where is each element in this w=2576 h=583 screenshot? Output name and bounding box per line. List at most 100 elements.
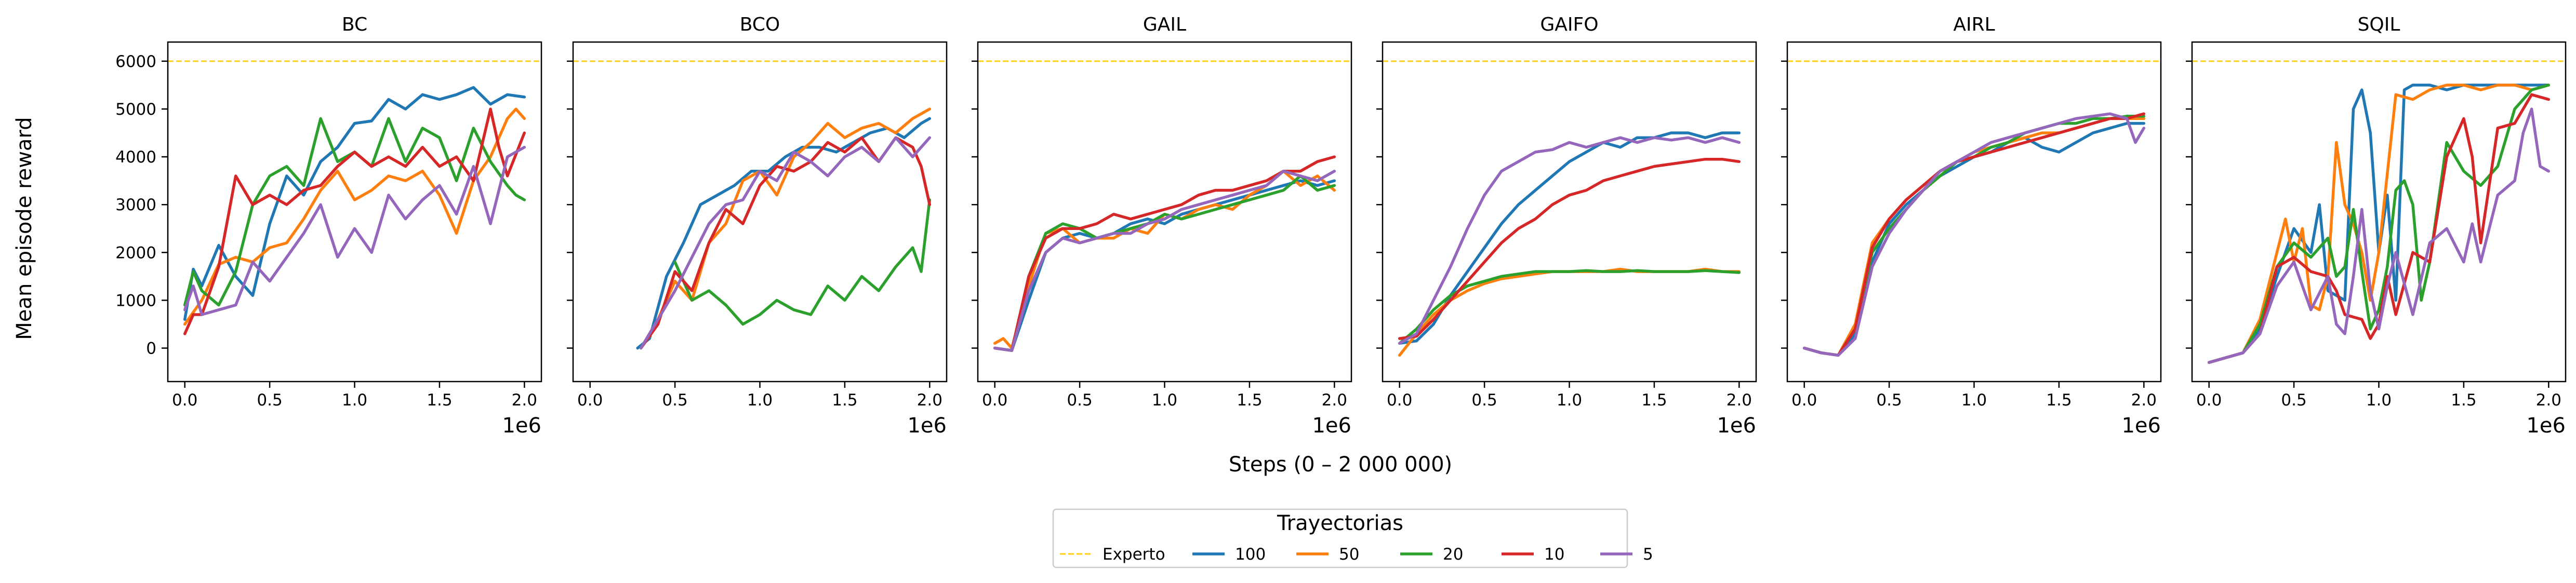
- series-group: [1802, 112, 2146, 357]
- series-group: [2207, 84, 2551, 364]
- x-tick-label: 0.0: [577, 391, 603, 410]
- panel-title: GAIFO: [1540, 14, 1598, 35]
- x-tick-label: 0.5: [2281, 391, 2306, 410]
- legend-label: 50: [1339, 545, 1359, 564]
- panel-sqil: SQIL 0.0 0.5 1.0 1.5 2.0 1e6: [2186, 14, 2567, 438]
- panel-title: AIRL: [1953, 14, 1995, 35]
- plot-frame: [977, 41, 1352, 383]
- series-line-100: [183, 86, 526, 321]
- y-tick-label: 2000: [115, 243, 156, 262]
- series-line-5: [1802, 112, 2146, 357]
- panel-title: GAIL: [1143, 14, 1186, 35]
- legend-title: Trayectorias: [1277, 511, 1403, 535]
- panel-title: SQIL: [2358, 14, 2400, 35]
- plot-frame: [1382, 41, 1757, 383]
- series-line-50: [2207, 84, 2551, 364]
- x-tick-label: 1.5: [2451, 391, 2476, 410]
- x-offset-label: 1e6: [2526, 414, 2566, 438]
- x-tick-label: 0.0: [2196, 391, 2222, 410]
- series-line-5: [2207, 107, 2551, 364]
- x-tick-label: 0.5: [257, 391, 282, 410]
- panel-gaifo: GAIFO 0.0 0.5 1.0 1.5 2.0 1e6: [1376, 14, 1757, 438]
- plot-frame: [2191, 41, 2567, 383]
- legend-item-20: 20: [1400, 545, 1463, 564]
- panel-gail: GAIL 0.0 0.5 1.0 1.5 2.0 1e6: [972, 14, 1352, 438]
- panels: BC 0.0 0.5 1.0 1.5 2.0 1e6 0 1000 2000 3000 4000 500…: [115, 14, 2567, 438]
- panel-title: BCO: [740, 14, 780, 35]
- series-group: [636, 107, 932, 350]
- x-tick-label: 0.0: [1387, 391, 1412, 410]
- x-offset-label: 1e6: [907, 414, 947, 438]
- x-tick-label: 1.0: [1557, 391, 1582, 410]
- x-offset-label: 1e6: [2121, 414, 2161, 438]
- series-line-50: [1398, 267, 1741, 357]
- x-offset-label: 1e6: [502, 414, 541, 438]
- y-tick-label: 1000: [115, 291, 156, 310]
- series-line-20: [993, 174, 1336, 352]
- x-tick-label: 0.0: [172, 391, 197, 410]
- legend-label: 20: [1443, 545, 1463, 564]
- x-tick-label: 1.5: [2046, 391, 2072, 410]
- x-tick-label: 1.0: [1961, 391, 1987, 410]
- legend-item-5: 5: [1600, 545, 1653, 564]
- x-tick-label: 1.0: [747, 391, 773, 410]
- plot-frame: [572, 41, 948, 383]
- y-tick-label: 5000: [115, 100, 156, 119]
- legend-item-100: 100: [1192, 545, 1266, 564]
- series-line-10: [183, 107, 526, 335]
- x-tick-label: 0.5: [662, 391, 687, 410]
- x-axis-label: Steps (0 – 2 000 000): [1229, 453, 1452, 477]
- series-line-10: [1398, 157, 1741, 340]
- series-line-5: [1398, 136, 1741, 345]
- x-offset-label: 1e6: [1717, 414, 1756, 438]
- legend-label: 5: [1643, 545, 1653, 564]
- x-tick-label: 1.0: [1152, 391, 1177, 410]
- panel-bc: BC 0.0 0.5 1.0 1.5 2.0 1e6 0 1000 2000 3000 4000 500…: [115, 14, 542, 438]
- series-line-5: [183, 145, 526, 316]
- series-line-10: [1802, 112, 2146, 357]
- series-line-50: [183, 107, 526, 326]
- x-tick-label: 0.0: [982, 391, 1007, 410]
- x-tick-label: 2.0: [1322, 391, 1347, 410]
- x-tick-label: 0.5: [1471, 391, 1497, 410]
- series-group: [183, 86, 526, 335]
- legend: Trayectorias Experto 100 50 20 10 5: [1052, 508, 1653, 568]
- x-tick-label: 2.0: [917, 391, 942, 410]
- legend-item-experto: Experto: [1060, 545, 1165, 564]
- series-group: [1398, 131, 1741, 357]
- series-line-100: [1398, 131, 1741, 345]
- legend-item-10: 10: [1502, 545, 1564, 564]
- series-line-20: [673, 198, 932, 326]
- legend-label: Experto: [1103, 545, 1165, 564]
- x-tick-label: 0.5: [1876, 391, 1902, 410]
- x-tick-label: 1.5: [1641, 391, 1667, 410]
- series-line-100: [993, 179, 1336, 352]
- series-line-50: [639, 107, 932, 350]
- x-tick-label: 2.0: [512, 391, 537, 410]
- x-tick-label: 1.0: [342, 391, 367, 410]
- panel-title: BC: [342, 14, 367, 35]
- x-tick-label: 1.5: [1237, 391, 1262, 410]
- legend-label: 10: [1544, 545, 1564, 564]
- x-tick-label: 0.5: [1067, 391, 1092, 410]
- x-tick-label: 2.0: [2536, 391, 2561, 410]
- x-tick-label: 1.5: [427, 391, 452, 410]
- panel-airl: AIRL 0.0 0.5 1.0 1.5 2.0 1e6: [1781, 14, 2162, 438]
- y-axis-label: Mean episode reward: [12, 117, 36, 340]
- x-tick-label: 1.0: [2366, 391, 2392, 410]
- series-line-50: [993, 169, 1336, 350]
- plot-frame: [167, 41, 542, 383]
- series-line-5: [639, 136, 932, 350]
- series-line-20: [1398, 269, 1741, 345]
- x-tick-label: 2.0: [2131, 391, 2157, 410]
- plot-frame: [1786, 41, 2162, 383]
- panel-bco: BCO 0.0 0.5 1.0 1.5 2.0 1e6: [567, 14, 948, 438]
- series-line-5: [993, 169, 1336, 352]
- x-tick-label: 1.5: [832, 391, 857, 410]
- legend-label: 100: [1235, 545, 1266, 564]
- series-line-50: [1802, 117, 2146, 357]
- x-tick-label: 2.0: [1727, 391, 1752, 410]
- y-tick-label: 0: [146, 340, 156, 358]
- series-group: [993, 155, 1336, 352]
